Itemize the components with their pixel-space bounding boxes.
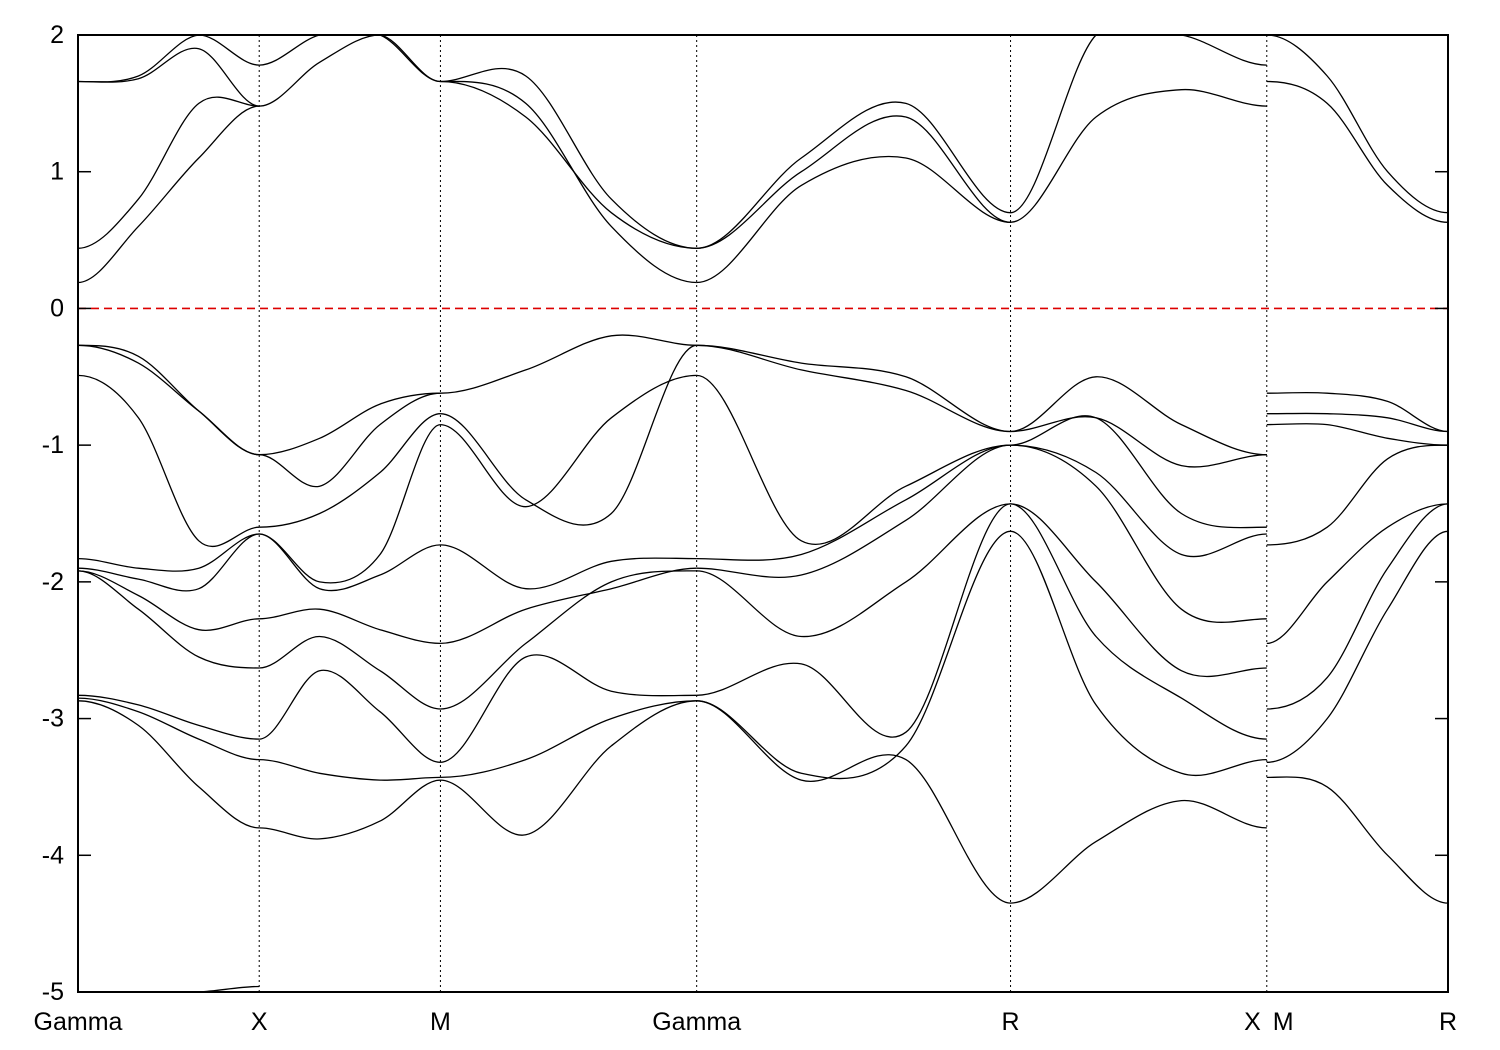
- band-line: [1010, 416, 1267, 468]
- band-line: [440, 654, 697, 763]
- band-line: [696, 115, 1011, 249]
- band-line: [1010, 503, 1267, 740]
- band-line: [259, 533, 441, 592]
- band-line: [259, 392, 441, 488]
- band-line: [696, 700, 1011, 904]
- band-line: [1266, 422, 1449, 446]
- symmetry-lines-group: [258, 35, 1268, 992]
- band-line: [696, 503, 1011, 738]
- band-line: [696, 530, 1011, 780]
- x-tick-label: X: [251, 1008, 268, 1036]
- band-line: [440, 700, 697, 836]
- band-line: [1010, 415, 1267, 529]
- band-line: [77, 570, 260, 669]
- band-line: [77, 697, 260, 761]
- band-line: [440, 570, 697, 710]
- band-line: [77, 34, 260, 83]
- x-tick-label: M: [1273, 1008, 1294, 1036]
- x-tick-label: Gamma: [652, 1008, 741, 1036]
- band-line: [77, 47, 260, 107]
- band-line: [259, 423, 441, 584]
- band-line: [1266, 80, 1449, 223]
- band-line: [440, 334, 697, 394]
- y-tick-label: -1: [42, 431, 64, 459]
- band-line: [259, 669, 441, 763]
- band-line: [1266, 412, 1449, 433]
- band-line: [259, 608, 441, 645]
- x-tick-label: R: [1439, 1008, 1457, 1036]
- y-tick-label: -2: [42, 568, 64, 596]
- y-axis-group: -5 -4 -3 -2 -1 0 1 2: [42, 21, 1448, 1006]
- band-line: [77, 96, 260, 249]
- band-line: [1010, 89, 1267, 223]
- band-line: [696, 374, 1011, 546]
- band-line: [77, 344, 260, 456]
- band-line: [1010, 34, 1267, 214]
- band-line: [259, 34, 441, 107]
- band-line: [440, 544, 697, 590]
- y-tick-label: -4: [42, 841, 64, 869]
- x-tick-label: M: [430, 1008, 451, 1036]
- bands-group: [77, 34, 1449, 993]
- band-line: [696, 155, 1011, 284]
- y-tick-label: 1: [50, 158, 64, 186]
- band-line: [440, 80, 697, 284]
- band-line: [1010, 444, 1267, 623]
- band-line: [696, 344, 1011, 433]
- x-axis-group: Gamma X M Gamma R X M R: [34, 1008, 1457, 1036]
- x-tick-label: X: [1244, 1008, 1261, 1036]
- band-line: [1266, 503, 1449, 710]
- x-tick-label: Gamma: [34, 1008, 123, 1036]
- band-line: [259, 779, 441, 840]
- band-line: [259, 34, 441, 83]
- band-line: [696, 444, 1011, 578]
- y-tick-label: -5: [42, 978, 64, 1006]
- band-line: [440, 80, 697, 249]
- band-line: [77, 533, 260, 592]
- band-line: [440, 374, 697, 508]
- plot-frame: [77, 34, 1449, 993]
- band-line: [259, 392, 441, 456]
- band-line: [696, 344, 1011, 433]
- band-line: [77, 374, 260, 548]
- band-line: [696, 444, 1011, 561]
- y-tick-label: 0: [50, 294, 64, 322]
- band-line: [77, 105, 260, 284]
- band-line: [1266, 530, 1449, 763]
- band-line: [1266, 776, 1449, 904]
- band-line: [259, 413, 441, 528]
- band-line: [696, 101, 1011, 249]
- y-tick-label: 2: [50, 21, 64, 49]
- band-line: [259, 635, 441, 710]
- band-line: [1010, 799, 1267, 904]
- band-line: [259, 758, 441, 781]
- band-line: [77, 344, 260, 456]
- band-line: [77, 694, 260, 740]
- band-line: [77, 570, 260, 632]
- band-line: [1266, 444, 1449, 546]
- y-tick-label: -3: [42, 705, 64, 733]
- band-line: [77, 700, 260, 829]
- band-line: [1266, 34, 1449, 214]
- band-line: [1010, 376, 1267, 456]
- x-tick-label: R: [1002, 1008, 1020, 1036]
- band-line: [1010, 444, 1267, 558]
- band-line: [1266, 503, 1449, 645]
- band-line: [77, 533, 260, 572]
- band-line: [1266, 391, 1449, 433]
- band-line: [1010, 503, 1267, 678]
- band-line: [440, 567, 697, 645]
- band-line: [696, 503, 1011, 638]
- band-line: [440, 700, 697, 779]
- band-line: [440, 67, 697, 249]
- band-line: [1010, 530, 1267, 777]
- band-line: [440, 344, 697, 526]
